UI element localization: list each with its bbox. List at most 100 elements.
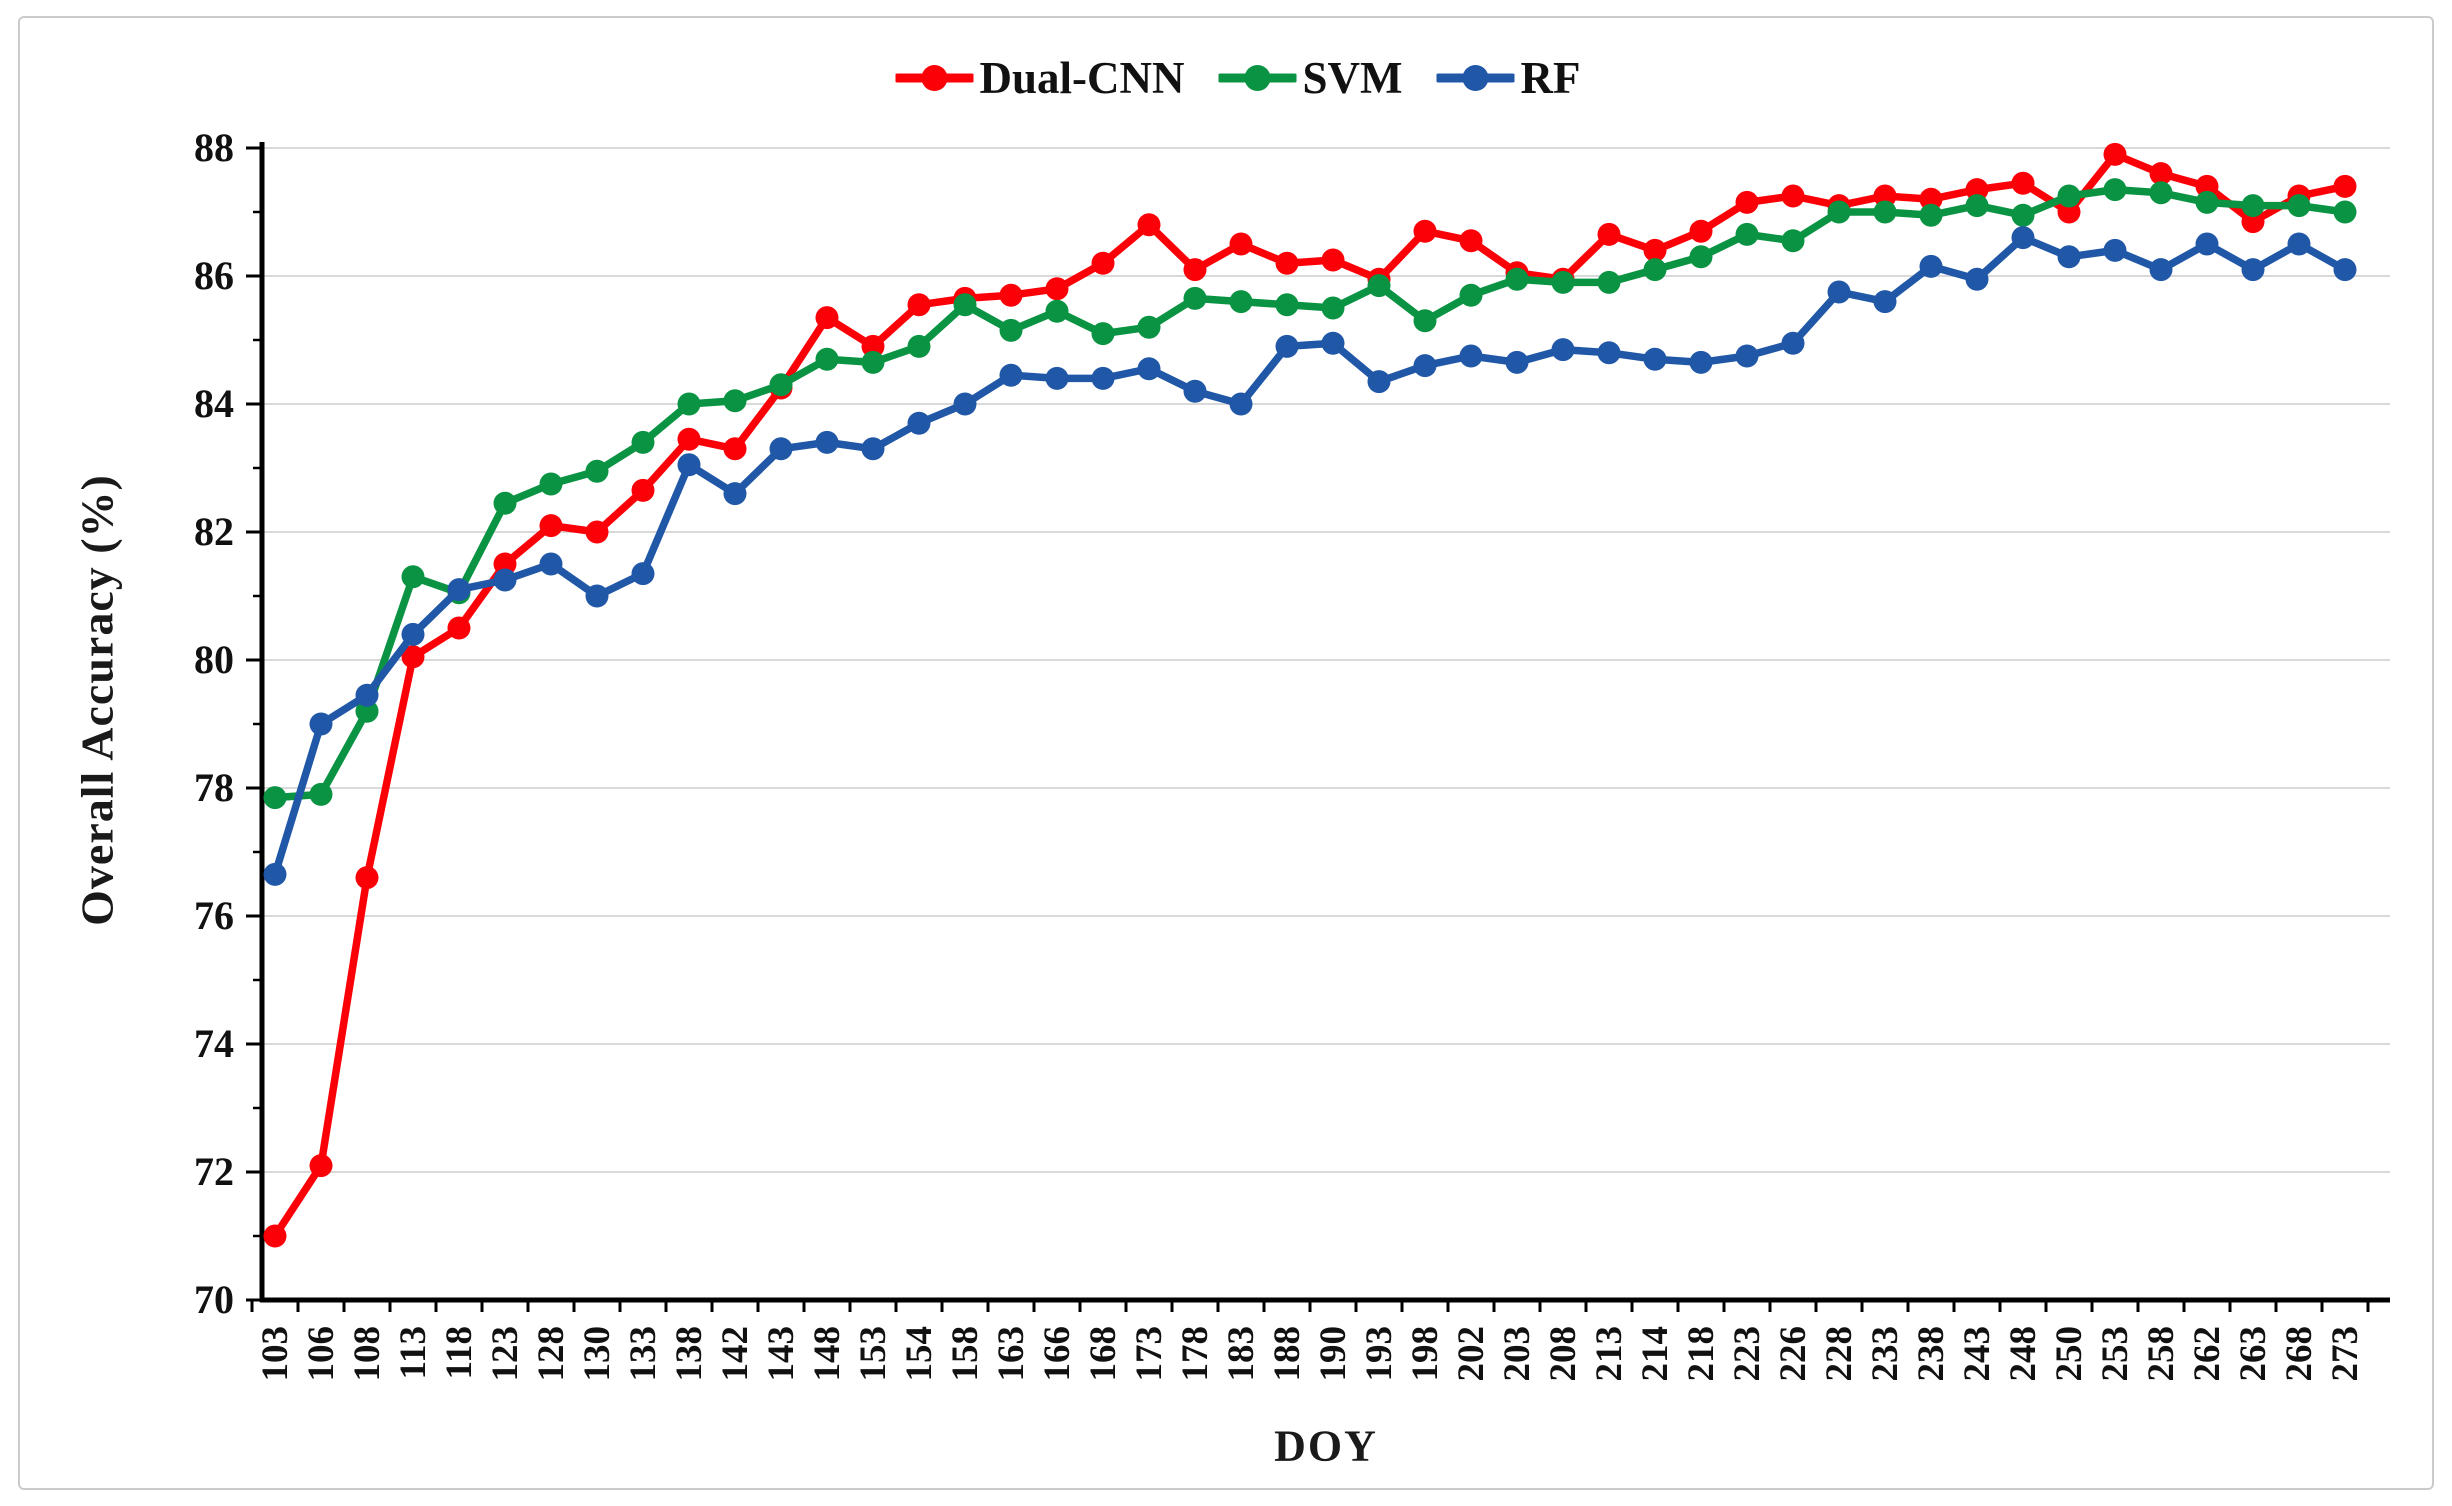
- y-tick-label: 74: [194, 1021, 234, 1066]
- x-tick-label: 108: [347, 1326, 388, 1382]
- data-point-rf: [2011, 226, 2035, 250]
- x-tick-label: 213: [1589, 1326, 1630, 1382]
- data-point-rf: [815, 430, 839, 454]
- x-tick-label: 106: [301, 1326, 342, 1382]
- data-point-svm: [1413, 309, 1437, 333]
- data-point-dual-cnn: [907, 293, 931, 317]
- y-tick-label: 82: [194, 509, 234, 554]
- data-point-svm: [355, 699, 379, 723]
- x-tick-label: 273: [2325, 1326, 2366, 1382]
- data-point-rf: [1367, 370, 1391, 394]
- x-tick-label: 168: [1083, 1326, 1124, 1382]
- legend-item-dual-cnn: Dual-CNN: [895, 52, 1185, 104]
- figure-border: [18, 16, 2434, 1490]
- data-point-svm: [1275, 293, 1299, 317]
- data-point-svm: [401, 565, 425, 589]
- data-point-rf: [1597, 341, 1621, 365]
- data-point-dual-cnn: [401, 645, 425, 669]
- data-point-rf: [1091, 366, 1115, 390]
- data-point-dual-cnn: [1229, 232, 1253, 256]
- x-tick-label: 193: [1359, 1326, 1400, 1382]
- x-tick-label: 142: [715, 1326, 756, 1382]
- x-tick-label: 128: [531, 1326, 572, 1382]
- y-tick-label: 86: [194, 253, 234, 298]
- y-tick-label: 78: [194, 765, 234, 810]
- series-line-svm: [271, 185, 2349, 802]
- data-point-dual-cnn: [2195, 174, 2219, 198]
- data-point-svm: [263, 786, 287, 810]
- x-tick-label: 148: [807, 1326, 848, 1382]
- x-tick-label: 173: [1129, 1326, 1170, 1382]
- data-point-svm: [1091, 322, 1115, 346]
- data-point-svm: [2241, 194, 2265, 218]
- data-point-svm: [769, 373, 793, 397]
- x-tick-label: 188: [1267, 1326, 1308, 1382]
- legend-label: Dual-CNN: [979, 53, 1185, 103]
- x-tick-label: 243: [1957, 1326, 1998, 1382]
- y-tick-label: 72: [194, 1149, 234, 1194]
- data-point-svm: [631, 430, 655, 454]
- data-point-svm: [1643, 258, 1667, 282]
- data-point-rf: [2057, 245, 2081, 269]
- x-tick-label: 163: [991, 1326, 1032, 1382]
- data-point-svm: [1321, 296, 1345, 320]
- data-point-svm: [907, 334, 931, 358]
- x-tick-label: 214: [1635, 1326, 1676, 1382]
- data-point-rf: [1827, 280, 1851, 304]
- data-point-dual-cnn: [447, 616, 471, 640]
- x-axis-title: DOY: [1274, 1421, 1378, 1471]
- data-point-rf: [723, 482, 747, 506]
- data-point-rf: [861, 437, 885, 461]
- data-point-dual-cnn: [1873, 184, 1897, 208]
- x-tick-label: 178: [1175, 1326, 1216, 1382]
- data-point-dual-cnn: [1919, 187, 1943, 211]
- data-point-svm: [539, 472, 563, 496]
- data-point-svm: [1781, 229, 1805, 253]
- data-point-rf: [2287, 232, 2311, 256]
- x-tick-label: 123: [485, 1326, 526, 1382]
- data-point-svm: [1137, 315, 1161, 339]
- data-point-dual-cnn: [355, 866, 379, 890]
- x-tick-label: 190: [1313, 1326, 1354, 1382]
- data-point-svm: [1689, 245, 1713, 269]
- data-point-svm: [309, 782, 333, 806]
- x-tick-label: 208: [1543, 1326, 1584, 1382]
- x-tick-label: 253: [2095, 1326, 2136, 1382]
- data-point-svm: [1551, 270, 1575, 294]
- data-point-dual-cnn: [861, 334, 885, 358]
- data-point-dual-cnn: [1137, 213, 1161, 237]
- legend-marker-icon: [1218, 65, 1297, 91]
- data-point-rf: [2195, 232, 2219, 256]
- legend-label: SVM: [1302, 53, 1403, 103]
- data-point-dual-cnn: [1091, 251, 1115, 275]
- data-point-dual-cnn: [999, 283, 1023, 307]
- x-tick-label: 258: [2141, 1326, 2182, 1382]
- data-point-rf: [539, 552, 563, 576]
- x-tick-label: 103: [255, 1326, 296, 1382]
- x-tick-label: 118: [439, 1326, 480, 1379]
- data-point-rf: [953, 392, 977, 416]
- x-tick-label: 250: [2049, 1326, 2090, 1382]
- data-point-dual-cnn: [631, 478, 655, 502]
- data-point-dual-cnn: [2057, 200, 2081, 224]
- data-point-rf: [677, 453, 701, 477]
- data-point-dual-cnn: [1597, 222, 1621, 246]
- x-tick-label: 233: [1865, 1326, 1906, 1382]
- data-point-dual-cnn: [1275, 251, 1299, 275]
- data-point-svm: [493, 491, 517, 515]
- data-point-rf: [769, 437, 793, 461]
- data-point-dual-cnn: [1183, 258, 1207, 282]
- data-point-rf: [1505, 350, 1529, 374]
- data-point-rf: [1229, 392, 1253, 416]
- x-tick-label: 133: [623, 1326, 664, 1382]
- data-point-rf: [631, 562, 655, 586]
- data-point-svm: [585, 459, 609, 483]
- x-tick-label: 263: [2233, 1326, 2274, 1382]
- y-tick-label: 76: [194, 893, 234, 938]
- data-point-rf: [493, 568, 517, 592]
- y-axis-title: Overall Accuracy (%): [71, 474, 123, 926]
- data-point-rf: [1873, 290, 1897, 314]
- data-point-svm: [1459, 283, 1483, 307]
- data-point-rf: [1965, 267, 1989, 291]
